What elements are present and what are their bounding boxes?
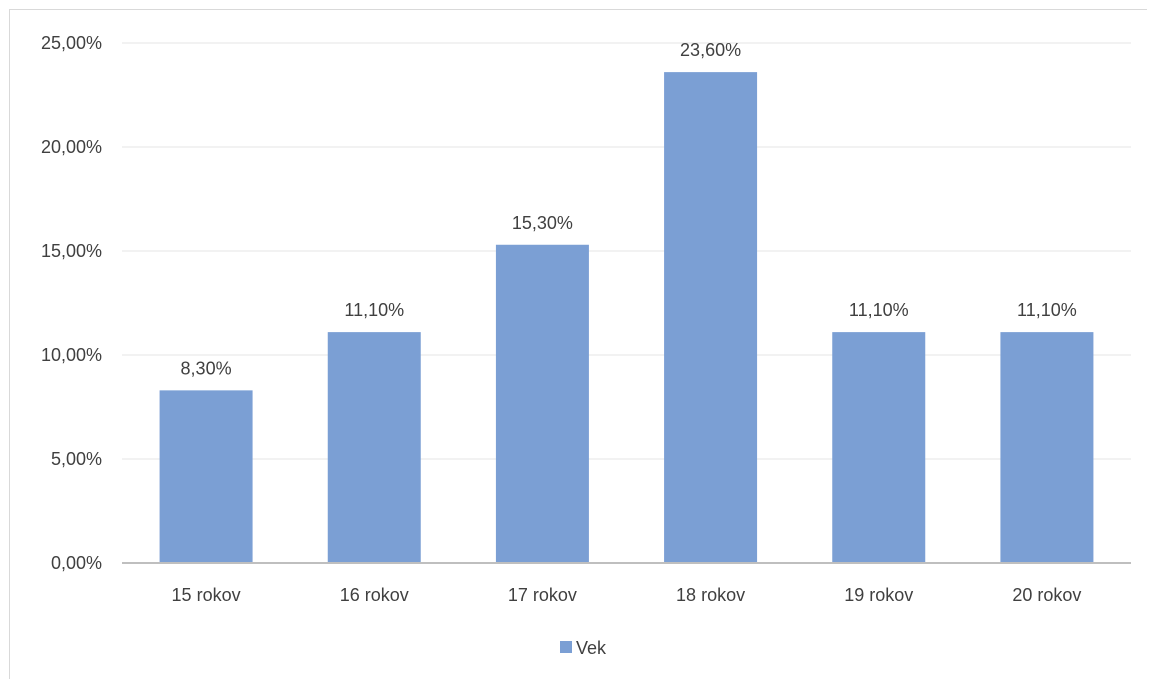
- x-tick-label: 15 rokov: [172, 585, 241, 605]
- bar: [327, 332, 421, 563]
- x-tick-label: 20 rokov: [1012, 585, 1081, 605]
- y-tick-label: 0,00%: [51, 553, 102, 573]
- data-label: 15,30%: [512, 213, 573, 233]
- legend-swatch-vek: [560, 641, 572, 653]
- gridlines: [122, 42, 1131, 460]
- labels: 0,00% 5,00% 10,00% 15,00% 20,00% 25,00% 8,30% 1…: [41, 33, 1082, 605]
- data-label: 11,10%: [849, 300, 909, 320]
- data-label: 11,10%: [344, 300, 404, 320]
- data-label: 11,10%: [1017, 300, 1077, 320]
- y-tick-label: 10,00%: [41, 345, 102, 365]
- bar: [495, 244, 589, 563]
- legend: Vek: [560, 638, 607, 658]
- bar: [832, 332, 926, 563]
- x-tick-label: 17 rokov: [508, 585, 577, 605]
- bar: [159, 390, 253, 563]
- legend-label-vek: Vek: [576, 638, 607, 658]
- x-tick-label: 16 rokov: [340, 585, 409, 605]
- chart-frame: [9, 9, 1147, 679]
- y-tick-label: 5,00%: [51, 449, 102, 469]
- y-tick-label: 25,00%: [41, 33, 102, 53]
- y-tick-label: 20,00%: [41, 137, 102, 157]
- bar: [664, 72, 758, 564]
- bar: [1000, 332, 1094, 563]
- x-tick-label: 18 rokov: [676, 585, 745, 605]
- data-label: 8,30%: [181, 358, 232, 378]
- x-tick-label: 19 rokov: [844, 585, 913, 605]
- y-tick-label: 15,00%: [41, 241, 102, 261]
- data-label: 23,60%: [680, 40, 741, 60]
- bars: [159, 72, 1094, 564]
